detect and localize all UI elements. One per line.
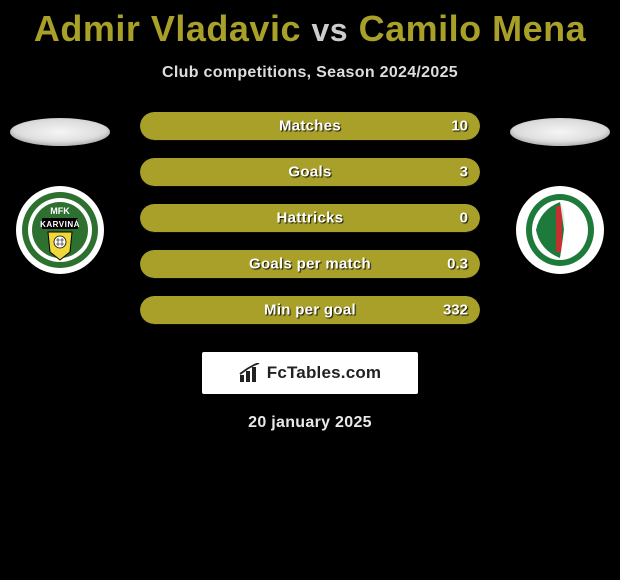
subtitle: Club competitions, Season 2024/2025 [0,64,620,82]
stat-label: Hattricks [277,210,344,227]
player2-name: Camilo Mena [359,8,587,49]
stat-value-right: 3 [460,164,468,181]
stat-row: 10 Matches [140,112,480,140]
stat-row: 0.3 Goals per match [140,250,480,278]
content-area: MFK KARVINÁ 10 Matches 3 Goals 0 Hattricks 0.3… [0,112,620,324]
player2-club-badge [516,186,604,274]
lechia-badge-icon [520,190,600,270]
stat-value-right: 332 [443,302,468,319]
stat-value-right: 0.3 [447,256,468,273]
stat-label: Goals per match [249,256,371,273]
vs-separator: vs [311,12,348,48]
stat-row: 0 Hattricks [140,204,480,232]
player1-avatar-placeholder [10,118,110,146]
brand-box[interactable]: FcTables.com [202,352,418,394]
stat-row: 3 Goals [140,158,480,186]
date-label: 20 january 2025 [0,414,620,432]
bar-chart-icon [239,363,261,383]
svg-text:MFK: MFK [50,206,70,216]
player2-avatar-placeholder [510,118,610,146]
svg-text:KARVINÁ: KARVINÁ [40,220,80,229]
stat-value-right: 10 [451,118,468,135]
stats-container: 10 Matches 3 Goals 0 Hattricks 0.3 Goals per ma… [140,112,480,324]
player2-side [500,112,620,274]
brand-text: FcTables.com [267,363,382,383]
stat-label: Goals [288,164,331,181]
player1-name: Admir Vladavic [34,8,301,49]
karvina-badge-icon: MFK KARVINÁ [20,190,100,270]
stat-label: Matches [279,118,341,135]
stat-value-right: 0 [460,210,468,227]
stat-row: 332 Min per goal [140,296,480,324]
player1-side: MFK KARVINÁ [0,112,120,274]
page-title: Admir Vladavic vs Camilo Mena [0,0,620,50]
player1-club-badge: MFK KARVINÁ [16,186,104,274]
stat-label: Min per goal [264,302,356,319]
